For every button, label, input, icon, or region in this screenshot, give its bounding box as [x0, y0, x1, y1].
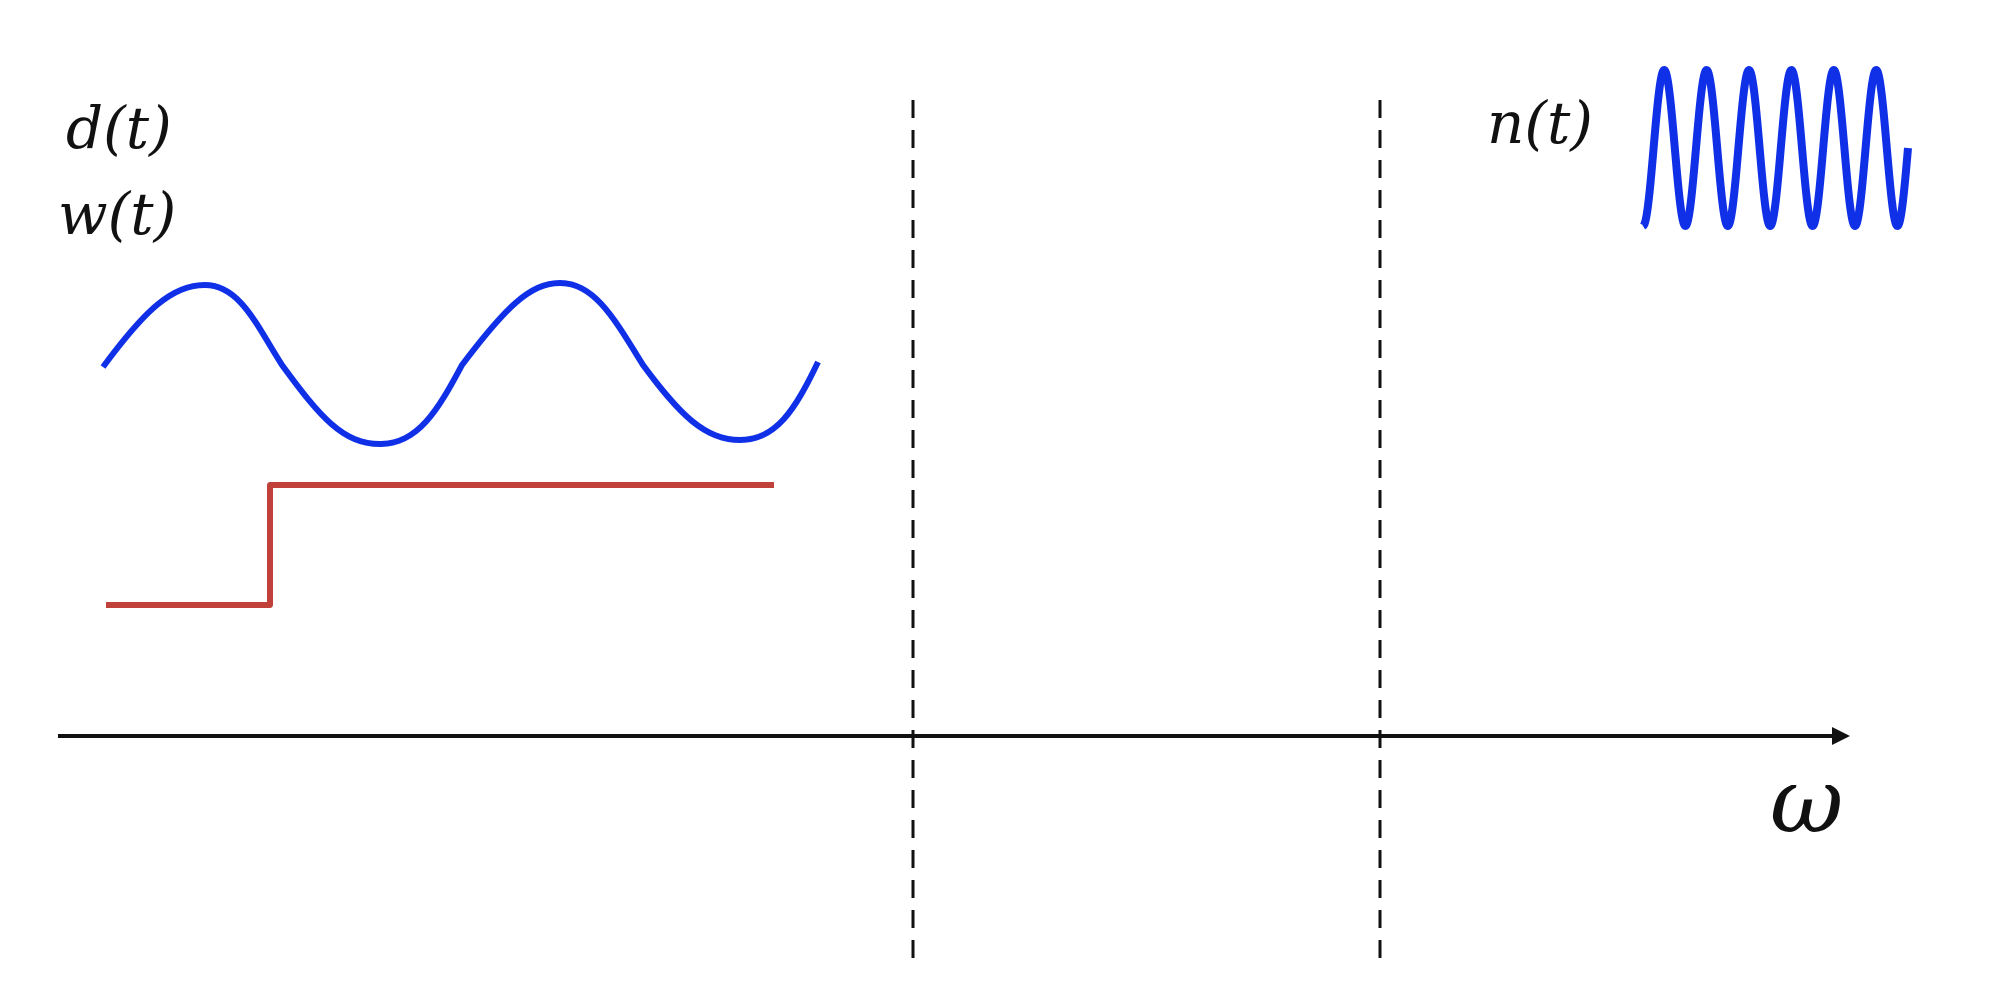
frequency-axis-label: ω — [1770, 749, 1843, 854]
low-frequency-sine-wave — [100, 280, 821, 447]
noise-label: n(t) — [1487, 89, 1593, 157]
reference-label: w(t) — [58, 180, 176, 248]
high-frequency-noise-wave — [1639, 66, 1912, 230]
disturbance-label: d(t) — [66, 94, 172, 162]
frequency-axis-arrowhead — [1832, 727, 1850, 745]
step-signal — [106, 482, 774, 608]
